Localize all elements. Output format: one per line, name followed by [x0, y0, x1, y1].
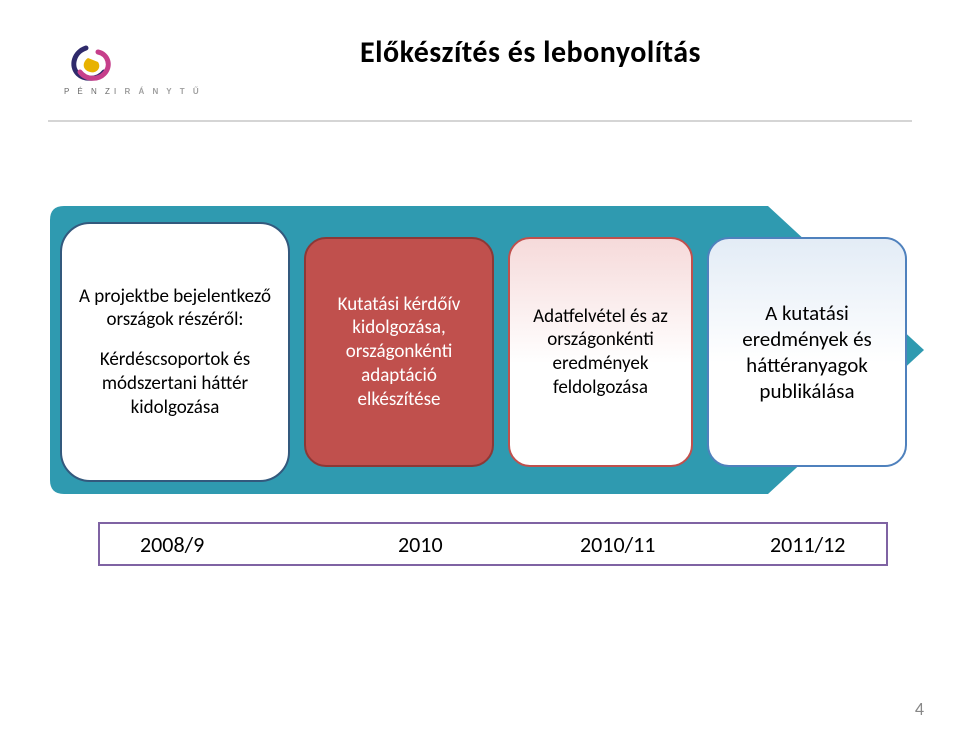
timeline-year-1: 2008/9 — [140, 531, 204, 558]
page-title: Előkészítés és lebonyolítás — [360, 34, 910, 71]
step-4-text: A kutatási eredmények és háttéranyagok p… — [721, 300, 893, 405]
brand-word-1: P É N Z — [64, 87, 113, 96]
step-2-text: Kutatási kérdőív kidolgozása, országonké… — [318, 293, 480, 412]
step-1-box: A projektbe bejelentkező országok részér… — [60, 222, 290, 482]
timeline-bar: 2008/9 2010 2010/11 2011/12 — [98, 522, 888, 566]
step-3-text: Adatfelvétel és az országonkénti eredmén… — [522, 305, 679, 400]
page-number: 4 — [915, 698, 924, 720]
timeline-year-2: 2010 — [398, 531, 443, 558]
timeline-year-4: 2011/12 — [770, 531, 845, 558]
step-2-box: Kutatási kérdőív kidolgozása, országonké… — [304, 237, 494, 467]
process-steps: A projektbe bejelentkező országok részér… — [60, 212, 920, 492]
horizontal-rule — [48, 120, 912, 122]
step-4-box: A kutatási eredmények és háttéranyagok p… — [707, 237, 907, 467]
step-3-box: Adatfelvétel és az országonkénti eredmén… — [508, 237, 693, 467]
brand-word-2: I R Á N Y T Ű — [114, 87, 202, 96]
brand-logo: P É N Z I R Á N Y T Ű — [62, 44, 202, 104]
step-1-text-b: Kérdéscsoportok és módszertani háttér ki… — [74, 348, 276, 419]
timeline-year-3: 2010/11 — [580, 531, 655, 558]
step-1-text-a: A projektbe bejelentkező országok részér… — [74, 285, 276, 333]
